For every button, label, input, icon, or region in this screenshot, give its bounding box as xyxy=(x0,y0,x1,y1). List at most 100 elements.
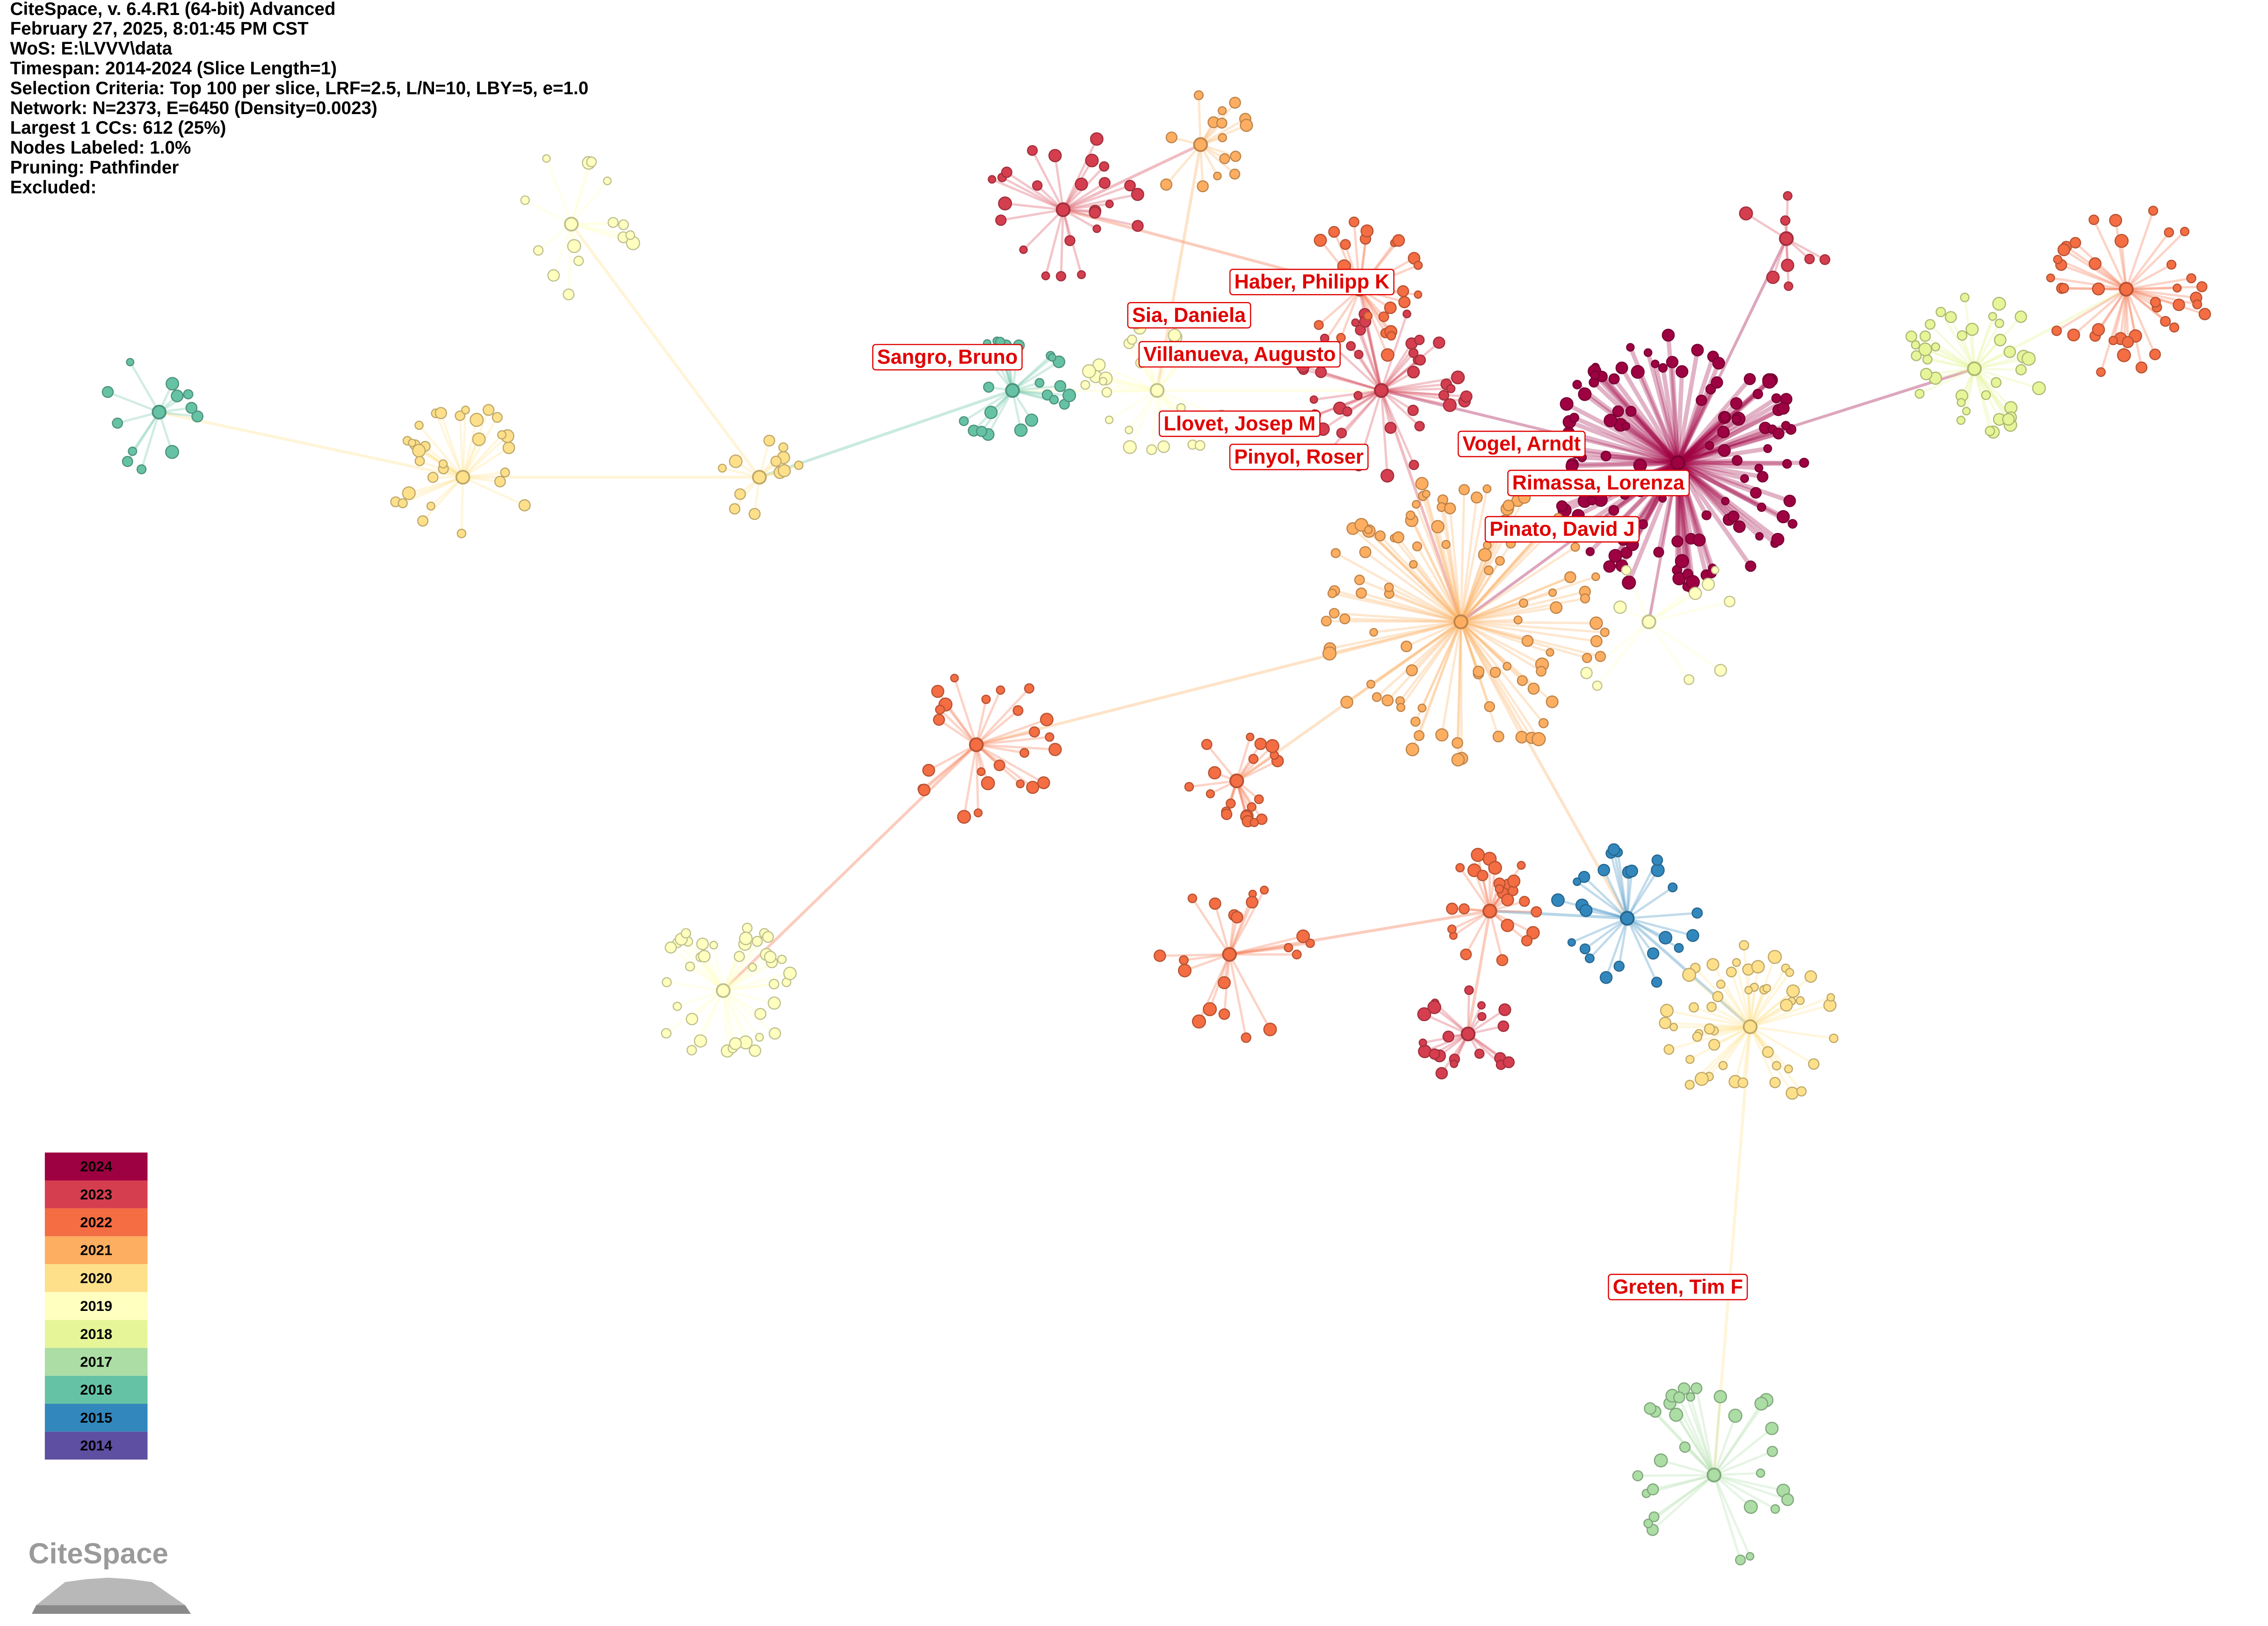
node xyxy=(1692,1031,1703,1042)
node xyxy=(1659,1016,1672,1029)
edge xyxy=(1062,184,1131,211)
node xyxy=(1226,798,1236,809)
edge xyxy=(1626,869,1659,919)
node xyxy=(1197,180,1209,193)
node xyxy=(1643,348,1653,357)
node xyxy=(1717,425,1730,439)
edge xyxy=(422,476,464,522)
node xyxy=(603,176,612,186)
node xyxy=(1647,947,1660,960)
edge xyxy=(2120,241,2128,289)
node xyxy=(1762,984,1771,993)
edge xyxy=(1341,389,1382,434)
node xyxy=(1292,950,1302,960)
node xyxy=(1556,500,1568,512)
edge xyxy=(975,709,1019,746)
node xyxy=(1768,950,1782,964)
edge xyxy=(1459,621,1523,738)
edge xyxy=(1000,209,1063,222)
node xyxy=(1446,902,1459,915)
node xyxy=(1240,119,1253,132)
node xyxy=(1988,312,1997,321)
node xyxy=(1203,1002,1217,1016)
node xyxy=(1360,224,1374,237)
hub-node xyxy=(1641,614,1656,629)
node xyxy=(1321,615,1332,627)
node xyxy=(1957,330,1968,341)
edge xyxy=(722,956,771,992)
node xyxy=(1366,679,1376,689)
edge xyxy=(2126,288,2196,299)
edge xyxy=(1576,881,1628,920)
label-text: Pinyol, Roser xyxy=(1234,446,1364,468)
node xyxy=(1342,406,1352,417)
edge xyxy=(1749,1026,1793,1094)
node xyxy=(1477,1001,1486,1010)
node xyxy=(1772,427,1784,439)
edge xyxy=(459,416,464,477)
edge xyxy=(567,224,573,295)
edge xyxy=(2050,276,2127,291)
edge xyxy=(1735,962,1752,1027)
edge xyxy=(1381,389,1450,407)
edge xyxy=(1460,602,1524,623)
node xyxy=(1527,683,1540,695)
edge xyxy=(1701,1026,1751,1080)
node xyxy=(1177,964,1192,978)
node xyxy=(414,456,425,467)
edge xyxy=(2125,288,2167,323)
header-line: CiteSpace, v. 6.4.R1 (64-bit) Advanced xyxy=(10,0,336,19)
hub-node xyxy=(1453,614,1468,629)
node xyxy=(1985,426,1995,436)
edge xyxy=(1062,182,1105,211)
node xyxy=(494,475,506,488)
edge xyxy=(1678,1396,1715,1476)
node xyxy=(1406,510,1416,520)
node xyxy=(1384,301,1397,314)
edge xyxy=(1062,193,1138,211)
node xyxy=(1752,389,1763,399)
node-label: Rimassa, Lorenza xyxy=(1507,469,1690,496)
node xyxy=(563,288,575,301)
node xyxy=(1744,986,1753,994)
node xyxy=(1922,354,1933,365)
header-line: Excluded: xyxy=(10,177,97,197)
edge xyxy=(1973,323,2001,369)
node xyxy=(1092,358,1106,372)
hub-node xyxy=(1005,383,1020,398)
node xyxy=(1673,1391,1685,1403)
node xyxy=(1706,958,1719,971)
node xyxy=(1740,474,1749,483)
node xyxy=(1213,172,1222,180)
label-box xyxy=(1127,302,1251,329)
node xyxy=(1452,737,1463,749)
edge xyxy=(1406,620,1462,648)
edge xyxy=(975,690,1002,746)
hub-node xyxy=(1222,947,1237,962)
node xyxy=(767,996,781,1010)
legend: 2024 2023 2022 2021 2020 2019 2018 2017 2016 2015… xyxy=(44,1152,148,1460)
edge xyxy=(1459,867,1491,912)
node xyxy=(1626,343,1635,352)
edge xyxy=(1648,600,1730,623)
node xyxy=(1405,742,1419,756)
node xyxy=(1919,330,1931,342)
edge xyxy=(1322,389,1382,430)
edge xyxy=(1612,849,1629,919)
node xyxy=(1263,1022,1277,1036)
node xyxy=(1435,1067,1448,1079)
node xyxy=(1708,1038,1720,1051)
edge xyxy=(1424,1033,1469,1053)
node xyxy=(1041,271,1050,281)
node xyxy=(1401,640,1413,653)
node xyxy=(1712,357,1725,370)
edge xyxy=(1400,621,1462,708)
edge xyxy=(939,709,977,746)
node xyxy=(1580,667,1593,679)
node xyxy=(1519,896,1530,907)
edge xyxy=(944,704,977,746)
node xyxy=(1745,560,1756,572)
label-box xyxy=(872,344,1023,371)
node xyxy=(1536,666,1547,677)
edge xyxy=(1012,385,1061,392)
